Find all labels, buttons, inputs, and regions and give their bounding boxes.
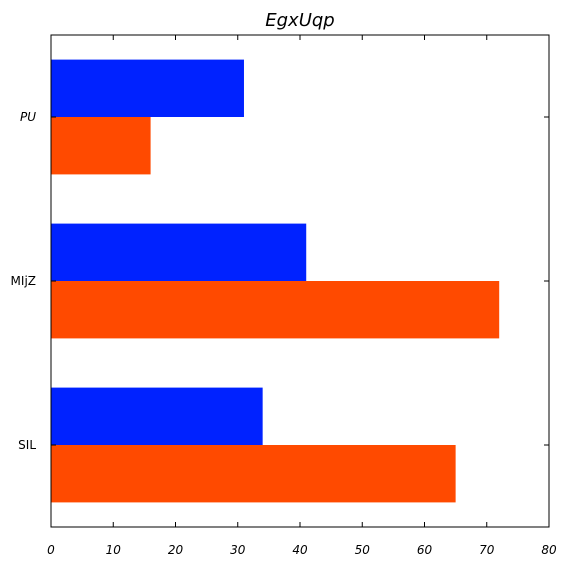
- xtick-label-40: 40: [292, 543, 308, 557]
- xtick-label-60: 60: [417, 543, 433, 557]
- bar-MIjZ-series-2: [51, 281, 500, 339]
- chart-title: EgxUqp: [265, 10, 334, 31]
- bar-MIjZ-series-1: [51, 223, 307, 281]
- bar-SIL-series-1: [51, 387, 263, 445]
- xtick-label-50: 50: [355, 543, 371, 557]
- xtick-label-70: 70: [479, 543, 495, 557]
- bar-SIL-series-2: [51, 445, 456, 503]
- ytick-label-PU: PU: [20, 110, 36, 124]
- xtick-label-0: 0: [47, 543, 55, 557]
- ytick-label-MIjZ: MIjZ: [11, 274, 36, 288]
- labels-group: PU MIjZ SIL 0 10 20 30 40 50 60 70 80: [11, 110, 557, 557]
- xtick-label-30: 30: [230, 543, 246, 557]
- ticks-group: [50, 35, 550, 527]
- ytick-label-SIL: SIL: [18, 438, 36, 452]
- bar-PU-series-2: [51, 117, 151, 175]
- xtick-label-10: 10: [106, 543, 122, 557]
- bars-group: [51, 59, 500, 503]
- bar-PU-series-1: [51, 59, 244, 117]
- xtick-label-80: 80: [541, 543, 557, 557]
- xtick-label-20: 20: [168, 543, 184, 557]
